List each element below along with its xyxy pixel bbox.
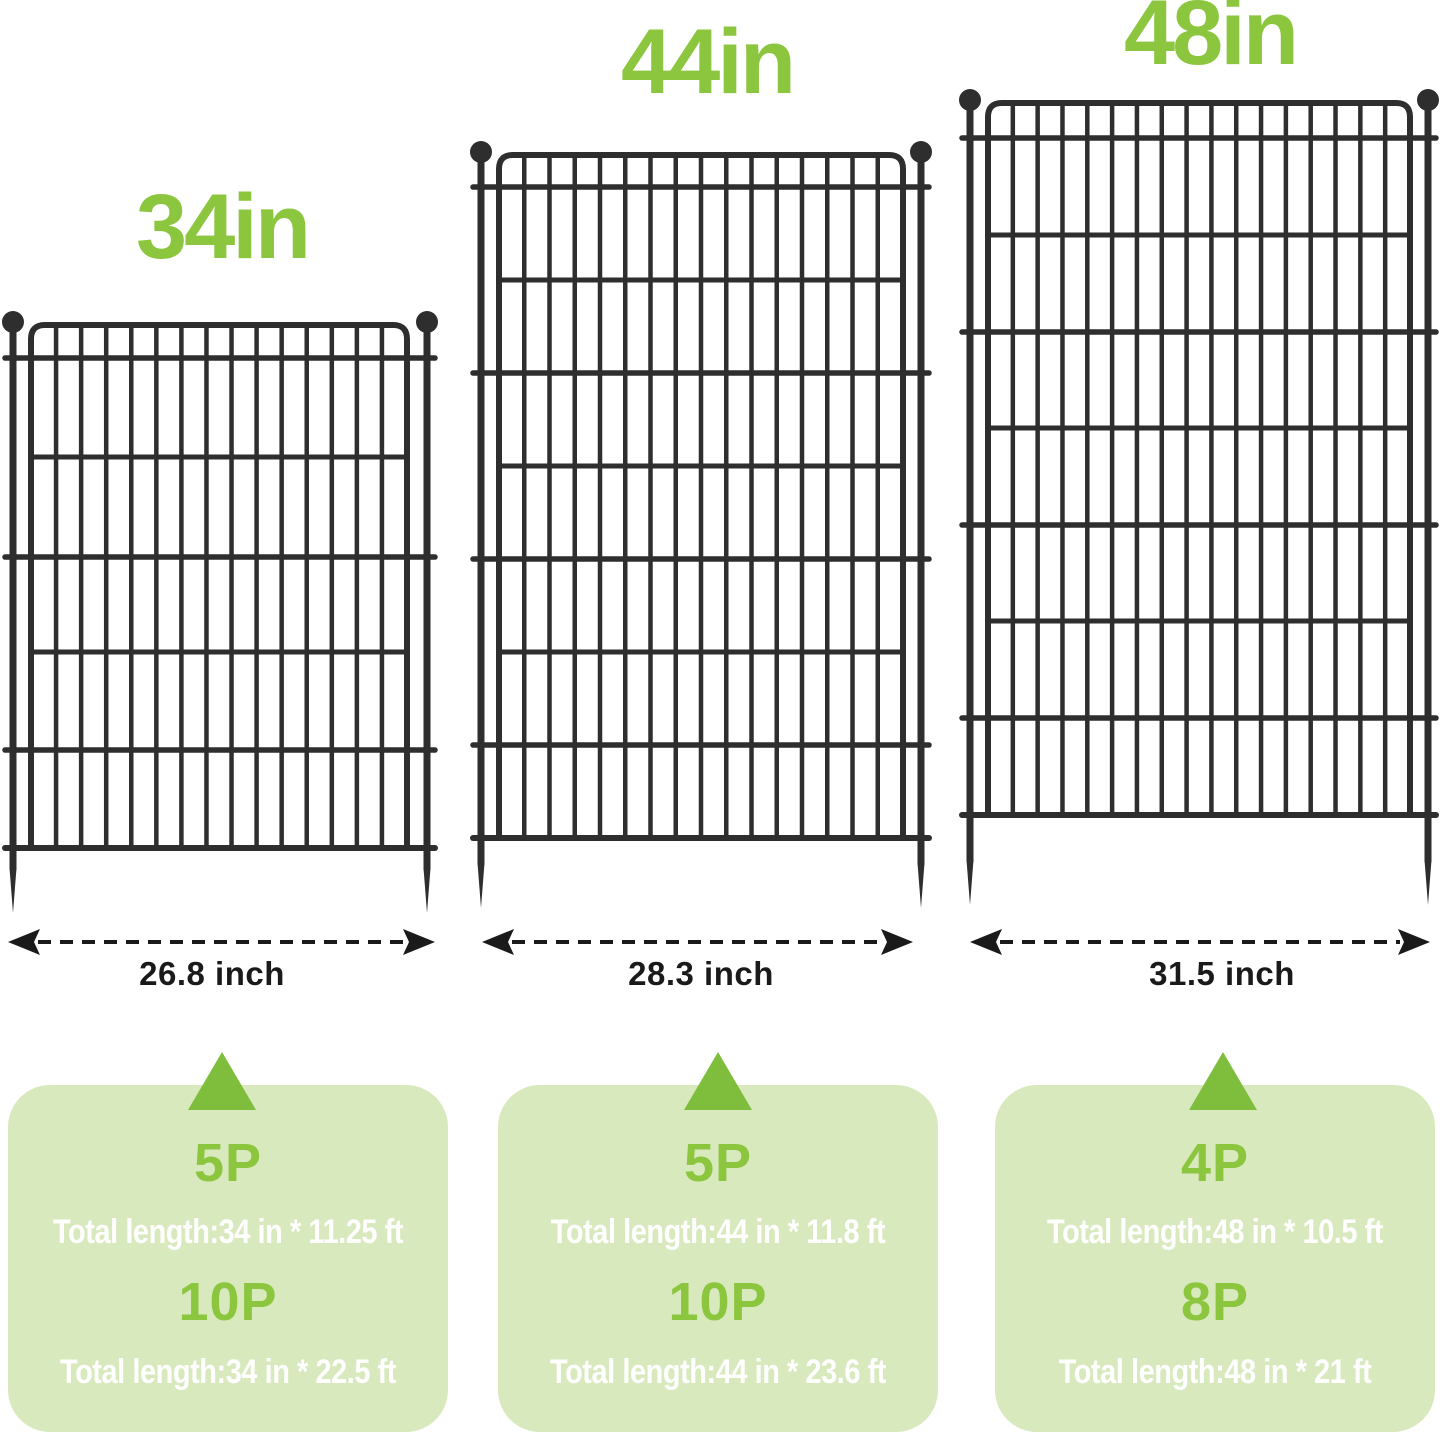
total-length-label: Total length:48 in * 10.5 ft	[1046, 1213, 1384, 1251]
pack-count-label: 5P	[193, 1133, 263, 1193]
total-length-label: Total length:48 in * 21 ft	[1058, 1353, 1372, 1391]
fence-width-label-26-8-inch: 26.8 inch	[139, 955, 285, 992]
total-length-label: Total length:44 in * 23.6 ft	[549, 1353, 887, 1391]
pack-count-label: 10P	[668, 1272, 768, 1332]
fence-width-label-28-3-inch: 28.3 inch	[628, 955, 774, 992]
pack-info-card-44in: 5P Total length:44 in * 11.8 ft 10P Tota…	[498, 1052, 938, 1432]
pack-info-card-48in: 4P Total length:48 in * 10.5 ft 8P Total…	[995, 1052, 1435, 1432]
up-triangle-icon	[188, 1052, 256, 1110]
fence-width-label-31-5-inch: 31.5 inch	[1149, 955, 1295, 992]
pack-info-card-34in: 5P Total length:34 in * 11.25 ft 10P Tot…	[8, 1052, 448, 1432]
pack-count-label: 4P	[1180, 1133, 1250, 1193]
pack-count-label: 5P	[683, 1133, 753, 1193]
fence-height-label-44in: 44in	[620, 11, 796, 113]
up-triangle-icon	[1189, 1052, 1257, 1110]
total-length-label: Total length:34 in * 11.25 ft	[52, 1213, 404, 1251]
up-triangle-icon	[684, 1052, 752, 1110]
total-length-label: Total length:44 in * 11.8 ft	[550, 1213, 886, 1251]
fence-height-label-34in: 34in	[135, 176, 311, 278]
pack-count-label: 10P	[178, 1272, 278, 1332]
pack-count-label: 8P	[1180, 1272, 1250, 1332]
total-length-label: Total length:34 in * 22.5 ft	[59, 1353, 397, 1391]
fence-height-label-48in: 48in	[1123, 0, 1299, 84]
